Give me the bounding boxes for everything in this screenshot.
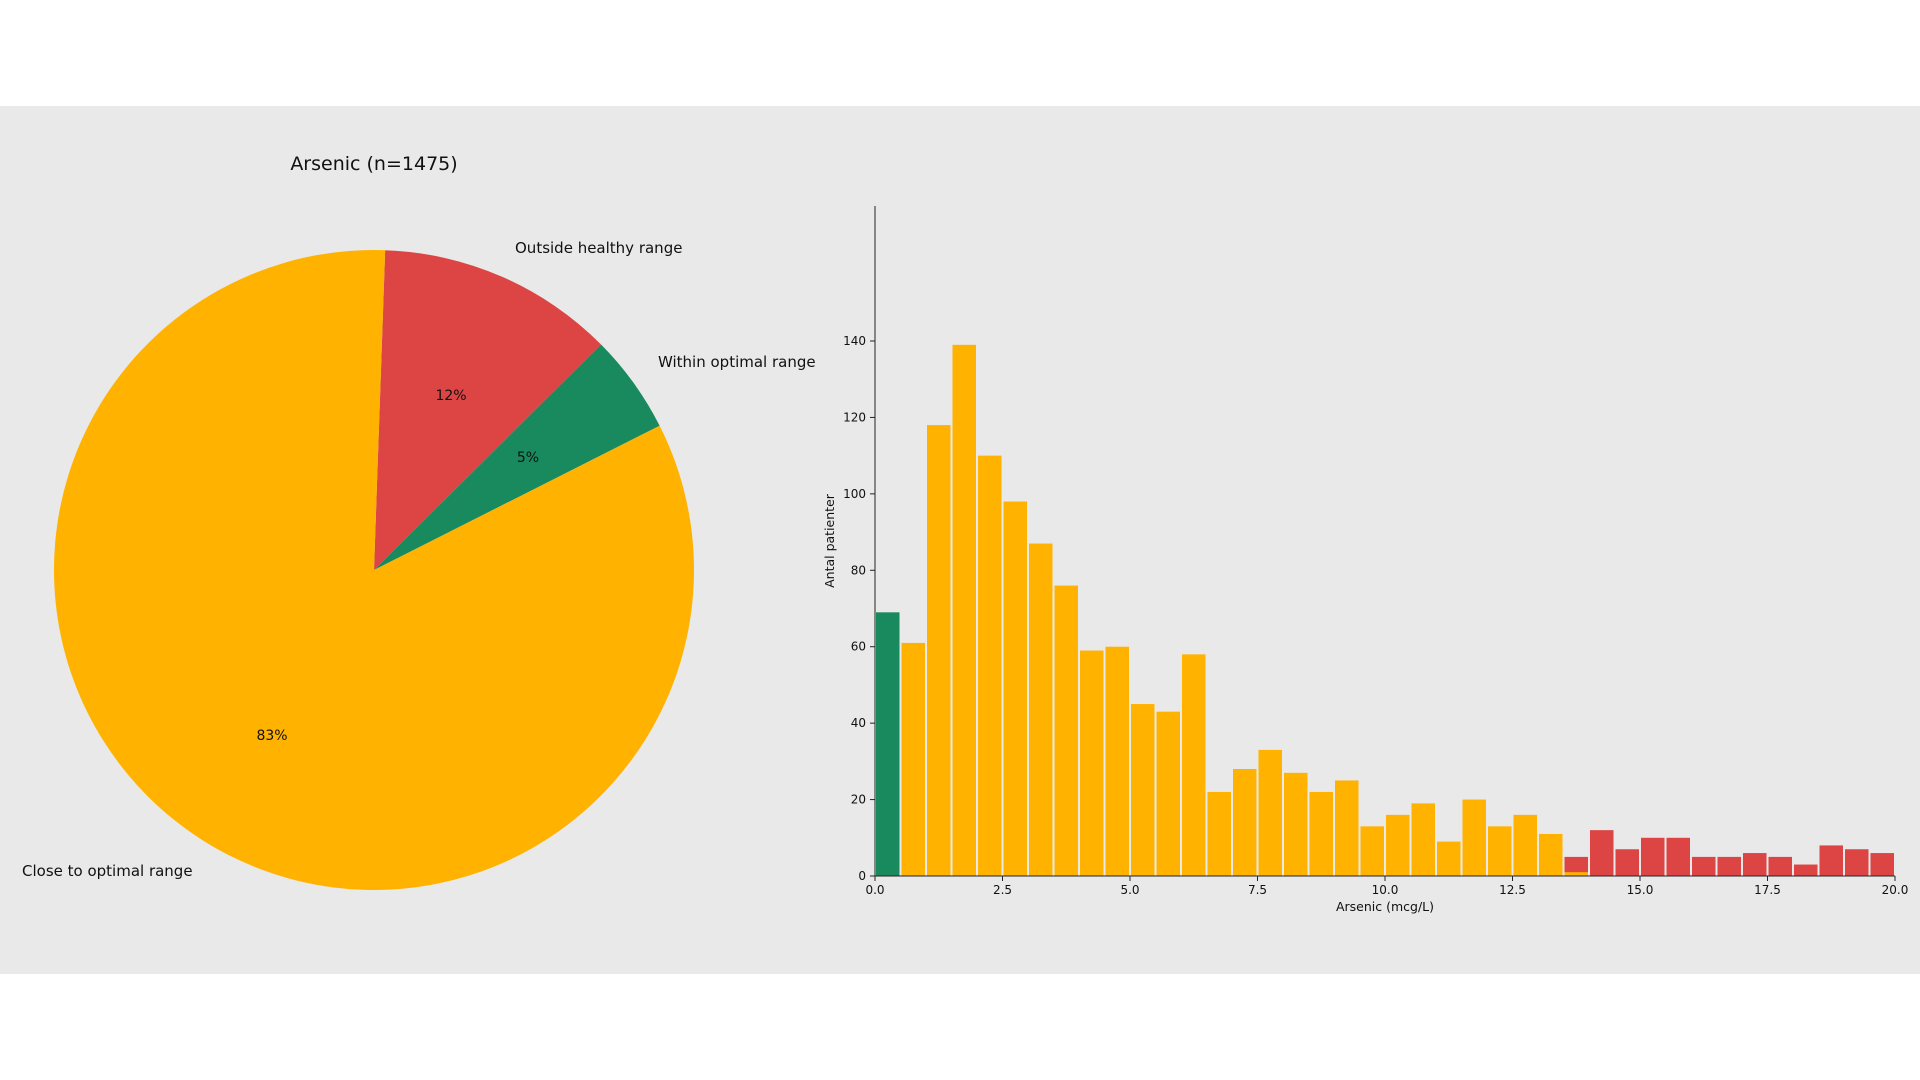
pie-label-outside-healthy-range: Outside healthy range [515,239,682,257]
pie-slice-within-optimal-range [374,344,660,570]
x-tick-label: 17.5 [1754,883,1781,897]
y-axis-ticks: 0 20 40 60 80 100 120 140 [843,334,875,883]
histogram-bar [927,425,951,876]
y-tick-label: 140 [843,334,866,348]
histogram-bar [1309,791,1333,876]
x-tick-label: 0.0 [865,883,884,897]
y-tick-label: 100 [843,487,866,501]
x-tick-label: 15.0 [1627,883,1654,897]
histogram-bar [1743,853,1767,876]
histogram-bar [876,612,900,876]
x-tick-label: 2.5 [993,883,1012,897]
pie-pct-within-optimal-range: 5% [517,450,539,466]
pie-pct-close-to-optimal-range: 83% [256,728,287,744]
histogram-bar [1539,833,1563,876]
pie-slices [53,249,694,890]
x-axis-label: Arsenic (mcg/L) [1336,899,1434,914]
pie-percentages: 12% 5% 83% [256,388,539,744]
y-tick-label: 120 [843,410,866,424]
pie-slice-close-to-optimal-range [53,249,694,890]
x-tick-label: 20.0 [1882,883,1909,897]
y-tick-label: 60 [851,640,866,654]
histogram-overlay-bar [1564,872,1588,876]
histogram-bar [978,455,1002,876]
histogram-bar [1488,826,1512,876]
histogram-bar [1131,704,1155,876]
histogram-bar [1768,856,1792,876]
y-tick-label: 40 [851,716,866,730]
figure-panel: Arsenic (n=1475) Outside healthy range W… [0,106,1920,974]
pie-title: Arsenic (n=1475) [290,153,457,175]
histogram-bar [1666,837,1690,876]
histogram-bar [1258,749,1282,876]
histogram-bar [1003,501,1027,876]
pie-chart: Arsenic (n=1475) Outside healthy range W… [22,153,816,890]
histogram-bar [1029,543,1053,876]
histogram-bar [1054,585,1078,876]
histogram-bars [876,344,1894,876]
histogram-bar [1335,780,1359,876]
pie-labels: Outside healthy range Within optimal ran… [22,239,816,880]
histogram-bar [1233,769,1257,876]
histogram-bar [1437,841,1461,876]
x-tick-label: 10.0 [1372,883,1399,897]
histogram-overlay-bars [1564,872,1588,876]
x-tick-label: 7.5 [1248,883,1267,897]
x-tick-label: 12.5 [1499,883,1526,897]
histogram-bar [1845,849,1869,876]
y-tick-label: 0 [858,869,866,883]
histogram-bar [1870,853,1894,876]
y-tick-label: 80 [851,563,866,577]
chart-canvas: Arsenic (n=1475) Outside healthy range W… [22,153,1908,914]
x-axis-ticks: 0.0 2.5 5.0 7.5 10.0 12.5 15.0 17.5 20.0 [865,876,1908,897]
histogram-bar [1564,856,1588,876]
histogram-bar [1462,799,1486,876]
histogram-bar [1615,849,1639,876]
pie-label-close-to-optimal-range: Close to optimal range [22,862,193,880]
x-tick-label: 5.0 [1120,883,1139,897]
histogram-bar [1360,826,1384,876]
histogram-bar [1692,856,1716,876]
histogram-bar [1794,864,1818,876]
histogram-bar [1386,814,1410,876]
pie-label-within-optimal-range: Within optimal range [658,353,816,371]
y-tick-label: 20 [851,793,866,807]
histogram-bar [1641,837,1665,876]
histogram-bar [1105,646,1129,876]
histogram-bar [1080,650,1104,876]
histogram-bar [1819,845,1843,876]
histogram-bar [1284,772,1308,876]
histogram-bar [901,642,925,876]
histogram-chart: 0.0 2.5 5.0 7.5 10.0 12.5 15.0 17.5 20.0 0 20 40 60… [822,206,1908,914]
histogram-bar [1513,814,1537,876]
histogram-bar [1411,803,1435,876]
histogram-bar [1590,830,1614,876]
histogram-bar [1156,711,1180,876]
histogram-bar [1717,856,1741,876]
histogram-bar [952,344,976,876]
pie-slice-outside-healthy-range [374,250,602,570]
pie-pct-outside-healthy-range: 12% [435,388,466,404]
histogram-bar [1207,791,1231,876]
histogram-bar [1182,654,1206,876]
y-axis-label: Antal patienter [822,493,837,588]
